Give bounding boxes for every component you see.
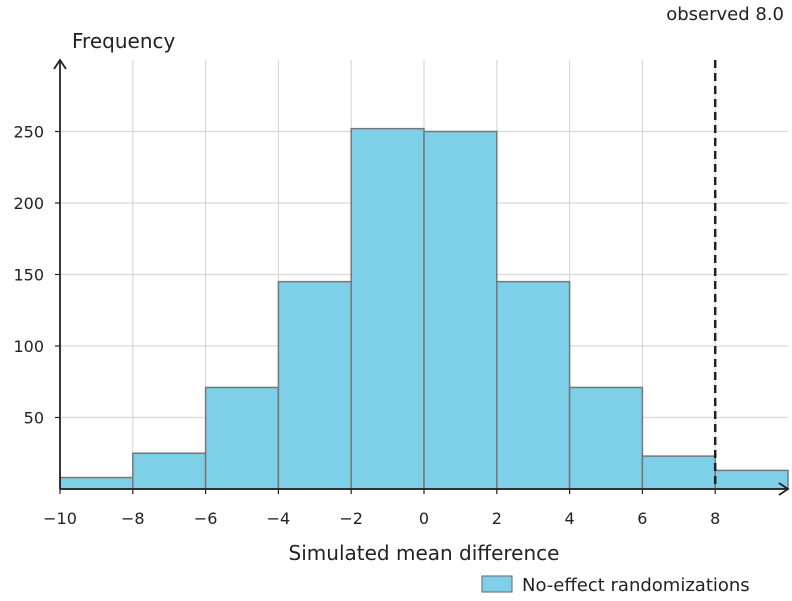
- y-tick-label: 50: [24, 409, 44, 428]
- y-tick-label: 250: [13, 123, 44, 142]
- histogram-bar: [204, 386, 280, 490]
- legend-label: No-effect randomizations: [522, 575, 750, 596]
- histogram-bar: [59, 476, 134, 490]
- x-tick-label: −6: [194, 509, 218, 528]
- histogram-bars: [59, 127, 789, 490]
- x-tick-label: 4: [565, 509, 575, 528]
- y-tick-label: 150: [13, 266, 44, 285]
- x-tick-label: −8: [121, 509, 145, 528]
- x-axis-arrow: [778, 482, 790, 496]
- y-axis-arrow: [53, 58, 67, 70]
- x-tick-label: 0: [419, 509, 429, 528]
- tick-labels: −10 −8 −6 −4 −2 0 2 4 6 8 50 100 150 200 250: [13, 123, 720, 529]
- histogram-bar: [714, 469, 789, 490]
- histogram-bar: [423, 130, 498, 490]
- x-tick-label: 8: [710, 509, 720, 528]
- histogram-bar: [641, 455, 716, 490]
- x-axis-title: Simulated mean difference: [289, 541, 560, 565]
- histogram-bar: [350, 127, 425, 490]
- histogram-bar: [132, 452, 207, 490]
- legend-swatch: [481, 575, 513, 593]
- x-tick-label: −2: [339, 509, 363, 528]
- observed-annotation: observed 8.0: [666, 4, 784, 25]
- x-tick-label: 2: [492, 509, 502, 528]
- x-tick-label: −10: [43, 509, 77, 528]
- histogram-bar: [496, 280, 571, 490]
- histogram-bar: [568, 386, 644, 490]
- x-tick-label: −4: [267, 509, 291, 528]
- x-tick-label: 6: [637, 509, 647, 528]
- histogram-bar: [277, 280, 352, 490]
- legend: No-effect randomizations: [481, 575, 750, 596]
- y-axis-title: Frequency: [72, 29, 175, 53]
- y-tick-label: 200: [13, 194, 44, 213]
- y-tick-label: 100: [13, 337, 44, 356]
